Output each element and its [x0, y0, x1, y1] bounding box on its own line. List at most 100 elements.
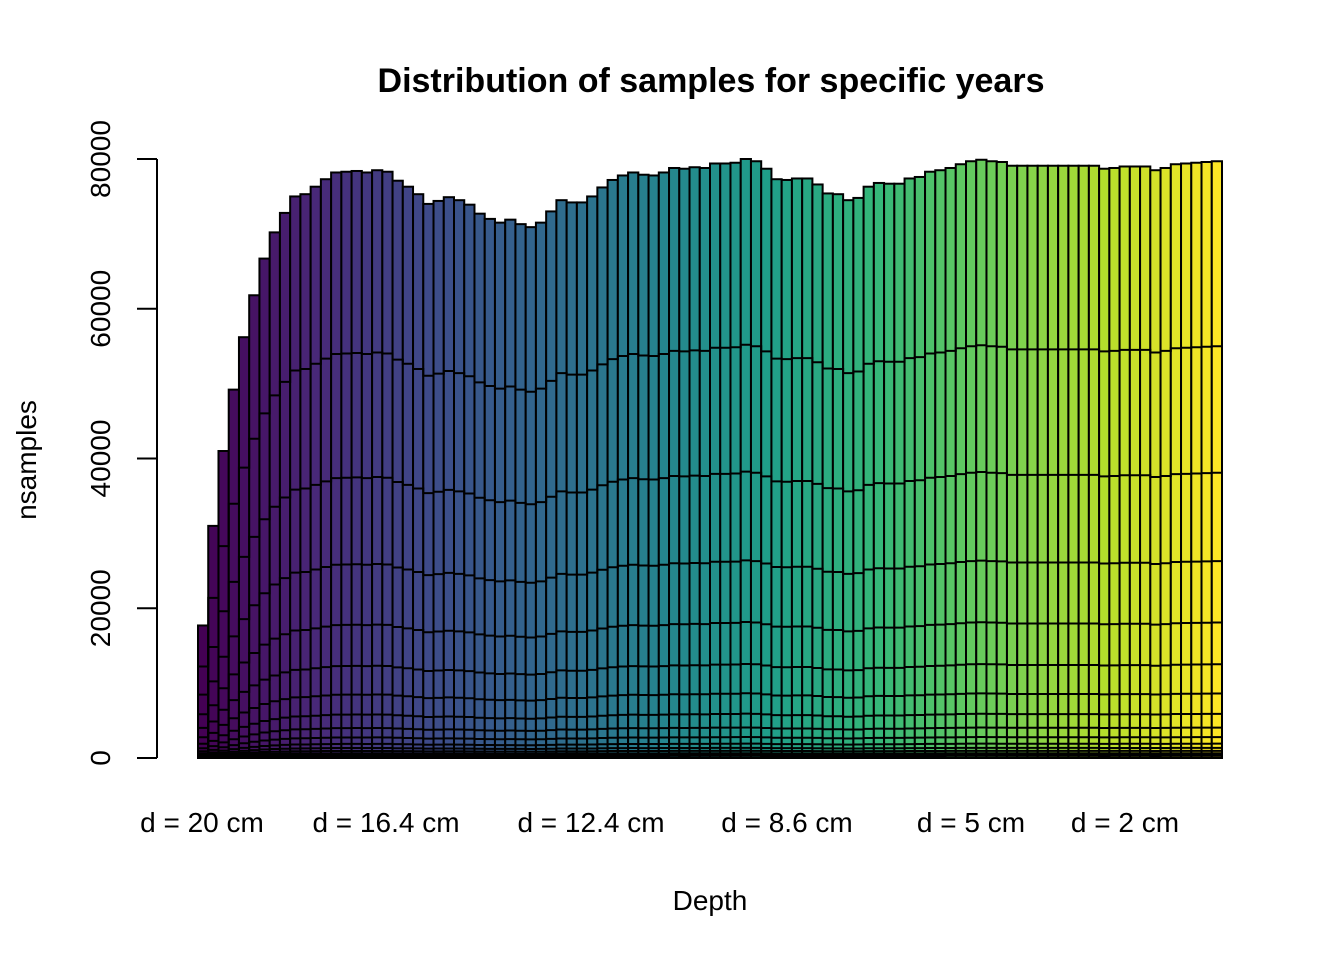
bar — [913, 175, 927, 760]
bar — [627, 171, 640, 760]
bar — [217, 450, 230, 759]
stack-layer-line — [198, 726, 1222, 753]
bar — [698, 166, 712, 760]
bar — [668, 166, 681, 760]
bar — [1159, 166, 1172, 760]
bar — [965, 160, 978, 759]
bar — [1128, 165, 1142, 760]
layer-lines-group — [198, 343, 1222, 759]
bar — [483, 217, 496, 759]
bar — [739, 158, 752, 759]
bar — [422, 202, 435, 760]
bar — [1046, 164, 1060, 760]
chart-title: Distribution of samples for specific yea… — [378, 62, 1045, 100]
bar — [565, 201, 578, 759]
bar — [1067, 164, 1080, 760]
y-tick-label: 20000 — [85, 569, 116, 647]
bar — [862, 185, 875, 759]
bar — [1087, 164, 1101, 760]
stack-layer-line — [198, 746, 1222, 757]
bar — [586, 195, 599, 759]
bar — [248, 294, 261, 759]
bar — [473, 212, 486, 760]
bar — [883, 182, 896, 759]
stack-layer-line — [198, 662, 1222, 739]
stack-layer-line — [198, 749, 1222, 758]
bar — [954, 163, 968, 760]
stack-layer-line — [198, 692, 1222, 745]
bar — [688, 166, 701, 760]
y-tick-label: 40000 — [85, 420, 116, 498]
bar — [821, 192, 834, 759]
stack-layer-line — [198, 621, 1222, 729]
stack-layer-line — [198, 736, 1222, 755]
bar — [391, 179, 404, 759]
bar — [995, 161, 1008, 759]
bar — [1036, 164, 1049, 760]
bar — [780, 178, 793, 760]
bar — [975, 158, 988, 759]
bar — [657, 171, 671, 760]
bar — [309, 185, 322, 759]
bar — [749, 160, 763, 759]
stack-layer-line — [198, 712, 1222, 750]
stack-layer-line — [198, 559, 1222, 716]
bar — [811, 183, 824, 759]
stack-layer-line — [198, 753, 1222, 759]
x-tick-label: d = 20 cm — [140, 807, 264, 838]
bar — [1026, 164, 1039, 760]
x-axis-label: Depth — [673, 885, 748, 916]
bar — [575, 201, 589, 759]
bar — [729, 161, 742, 760]
bar — [1108, 166, 1121, 760]
x-tick-label: d = 2 cm — [1071, 807, 1179, 838]
bar — [360, 171, 374, 760]
bars-group — [197, 158, 1224, 760]
stack-layer-line — [198, 742, 1222, 756]
bar — [524, 226, 537, 759]
bar — [258, 257, 271, 759]
bar — [268, 231, 281, 759]
bar — [227, 388, 240, 759]
stack-layer-line — [198, 752, 1222, 758]
y-tick-label: 80000 — [85, 120, 116, 198]
bar — [514, 223, 527, 759]
stack-layer-line — [198, 470, 1222, 696]
bar — [842, 199, 855, 759]
bar — [432, 199, 445, 759]
bar — [1169, 163, 1183, 760]
bar — [319, 178, 333, 760]
bar — [709, 162, 722, 760]
bar — [903, 177, 916, 760]
bar — [493, 221, 507, 759]
bar — [453, 199, 466, 759]
bar — [1098, 167, 1111, 760]
bar — [371, 169, 384, 760]
y-axis-label: nsamples — [11, 400, 42, 520]
x-tick-labels: d = 20 cm d = 16.4 cm d = 12.4 cm d = 8.6 c… — [140, 807, 1179, 838]
bar — [647, 174, 660, 760]
bar — [237, 336, 251, 759]
bar — [1190, 161, 1203, 760]
bar — [381, 170, 394, 760]
bar — [534, 221, 548, 759]
bar — [678, 167, 691, 760]
bar — [893, 182, 906, 759]
y-axis: 0 20000 40000 60000 80000 — [85, 120, 158, 766]
bar — [770, 178, 783, 760]
bar — [606, 178, 619, 760]
bar — [1057, 164, 1070, 760]
bar — [401, 185, 415, 759]
bar — [790, 177, 804, 760]
bar — [985, 160, 998, 759]
y-tick-label: 0 — [85, 750, 116, 766]
bar — [545, 210, 558, 760]
bar — [616, 174, 630, 760]
bar — [760, 167, 773, 760]
bar — [719, 162, 732, 760]
bar — [1210, 160, 1224, 759]
bar — [1077, 164, 1090, 760]
bar — [801, 177, 814, 760]
bar — [299, 193, 312, 759]
bar — [350, 169, 363, 760]
